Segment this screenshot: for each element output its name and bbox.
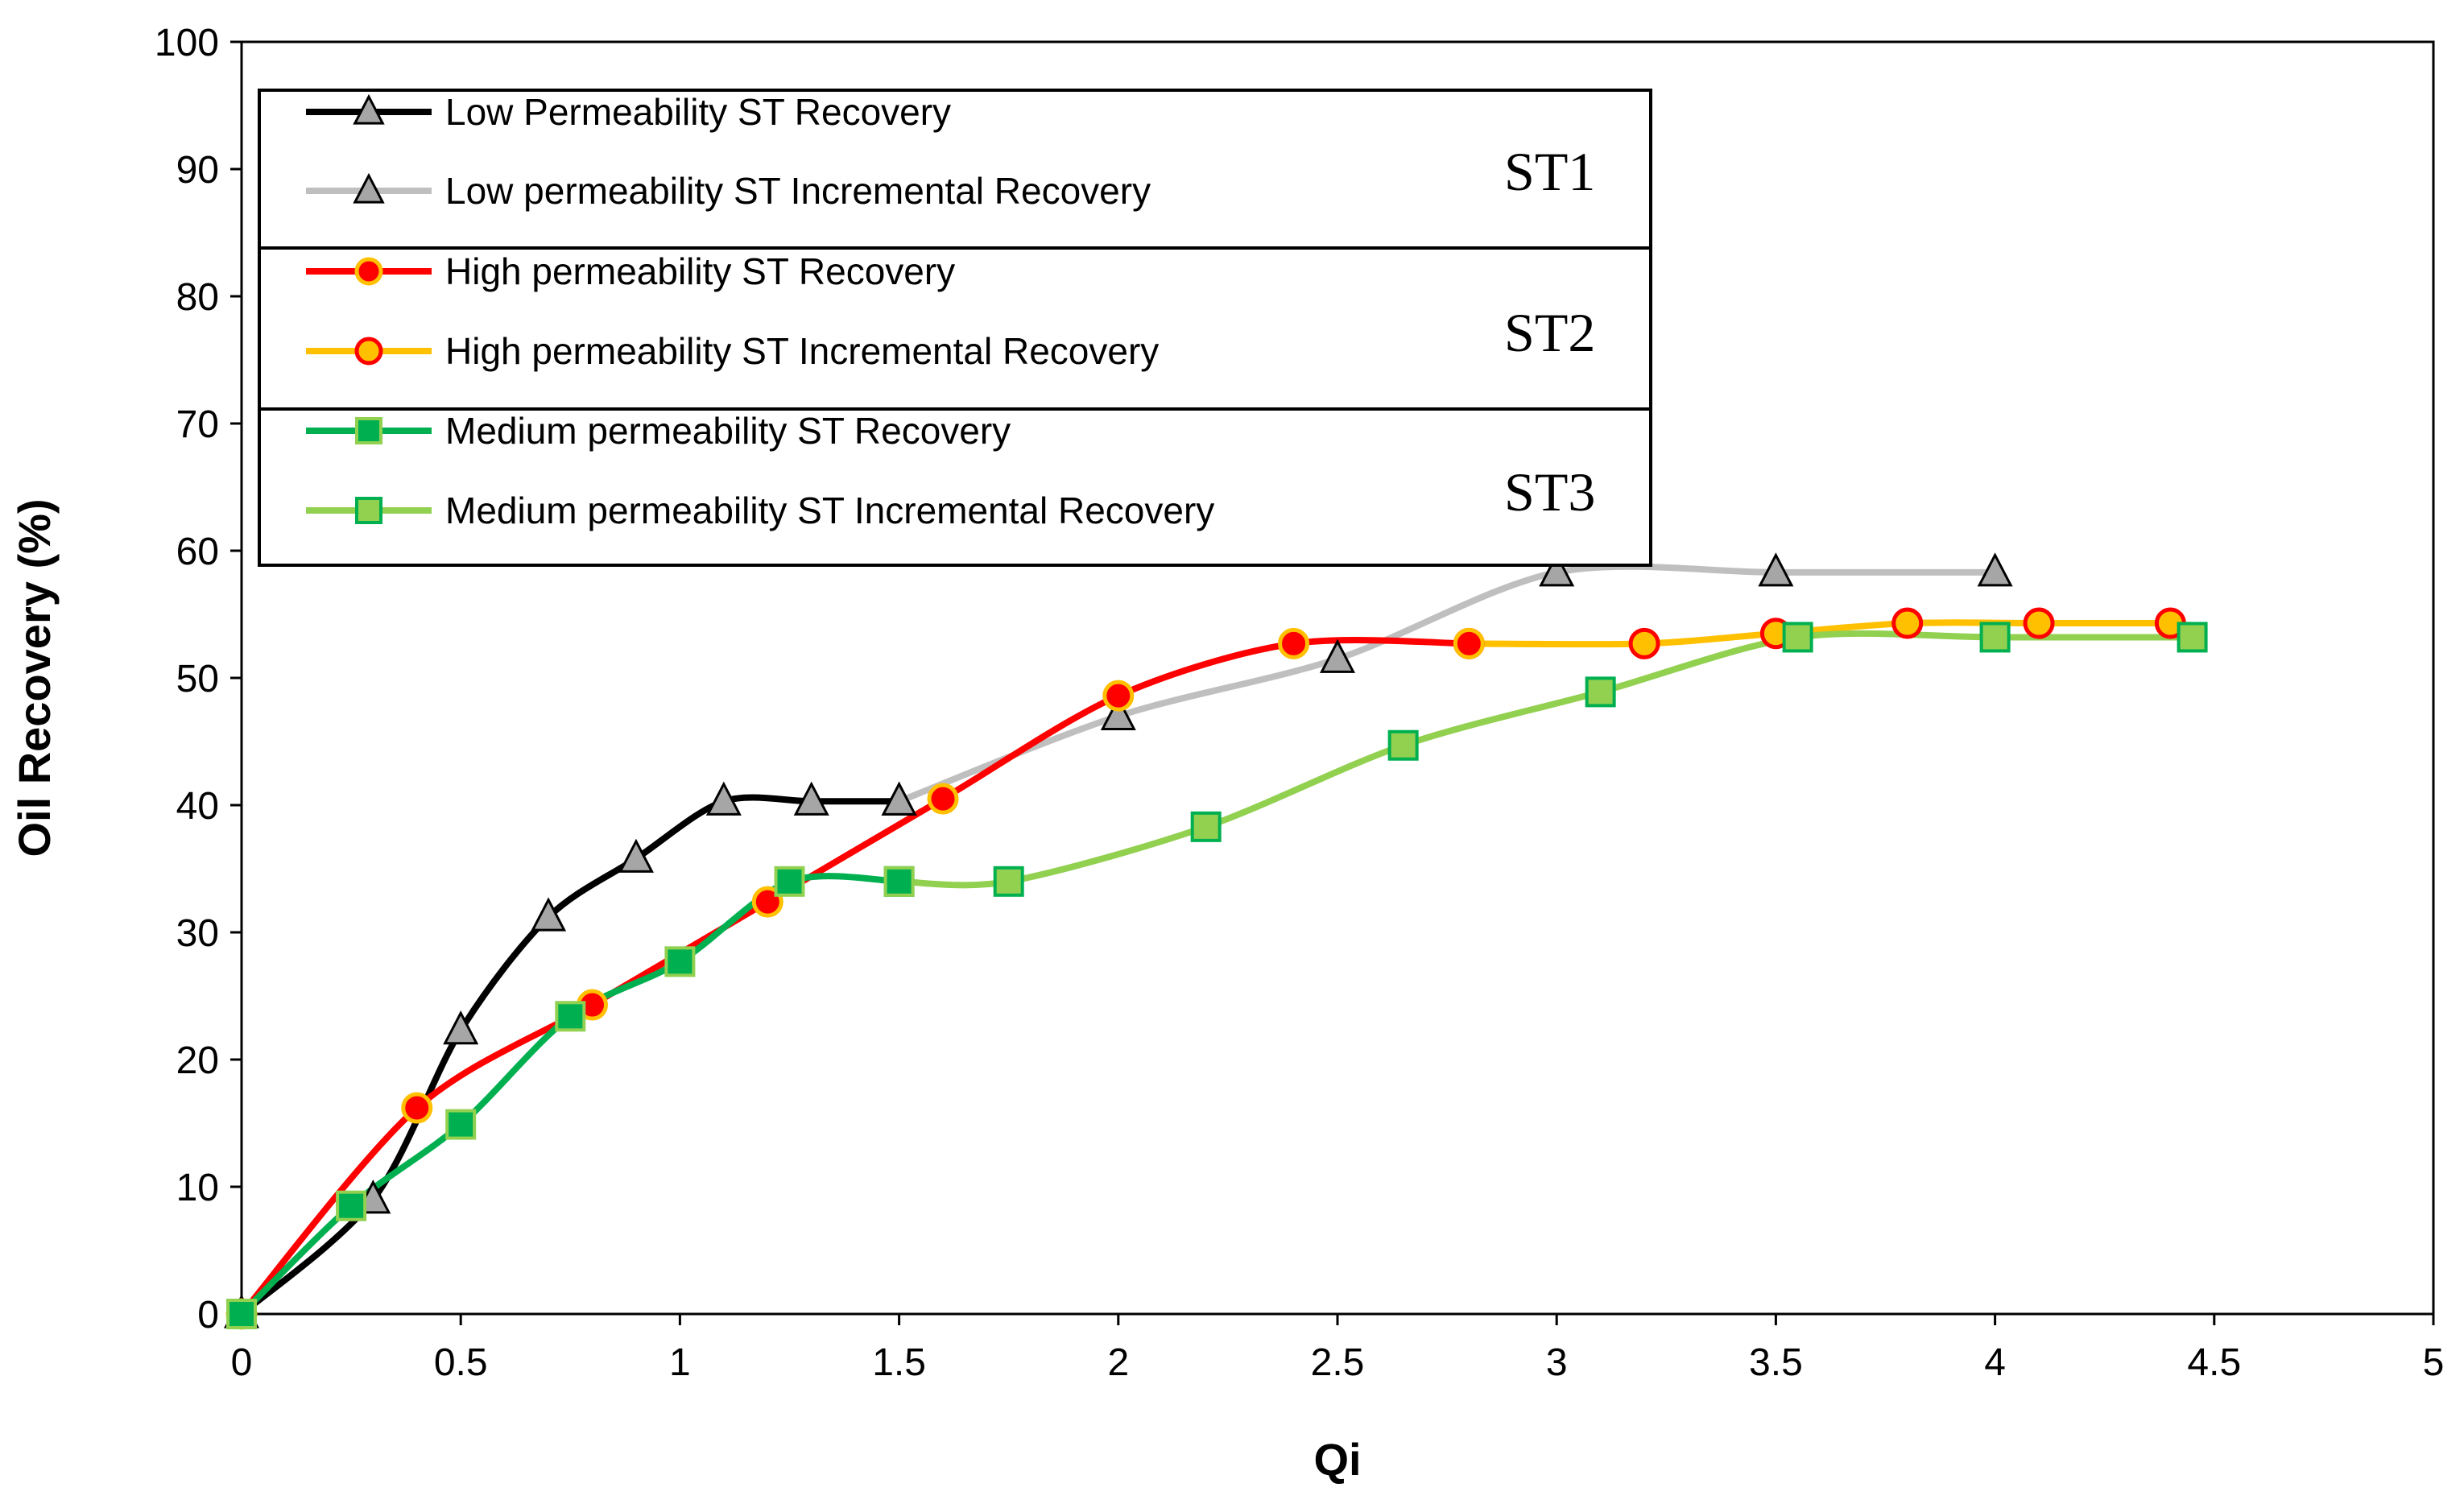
data-point-medium-permeability-st-incremental-recovery <box>2177 622 2208 653</box>
data-point-high-permeability-st-incremental-recovery <box>2023 607 2055 639</box>
legend-box-st3 <box>258 407 1652 567</box>
data-point-high-permeability-st-incremental-recovery <box>1628 627 1660 659</box>
data-point-low-permeability-st-recovery <box>705 781 742 816</box>
series-line-low-permeability-st-incremental-recovery <box>895 563 1999 805</box>
data-point-high-permeability-st-recovery <box>1453 627 1485 659</box>
legend-entry-low-permeability-st-incremental-recovery: Low permeability ST Incremental Recovery <box>306 170 1151 212</box>
data-point-low-permeability-st-recovery <box>793 781 829 816</box>
x-tick-label: 4 <box>1984 1341 2006 1384</box>
legend-label: Low permeability ST Incremental Recovery <box>445 170 1151 212</box>
data-point-medium-permeability-st-incremental-recovery <box>1782 622 1813 653</box>
legend-label: High permeability ST Recovery <box>445 250 955 292</box>
markers-medium-permeability-st-recovery <box>226 866 915 1329</box>
legend-label: Low Permeability ST Recovery <box>445 91 951 133</box>
data-point-low-permeability-st-incremental-recovery <box>1758 552 1794 587</box>
legend-box-st2 <box>258 246 1652 411</box>
y-tick-label: 100 <box>155 22 219 64</box>
data-point-low-permeability-st-incremental-recovery <box>1977 552 2013 587</box>
data-point-low-permeability-st-recovery <box>881 781 917 816</box>
data-point-high-permeability-st-recovery <box>927 783 959 815</box>
legend-group-label-st1: ST1 <box>1504 141 1595 202</box>
x-tick-label: 2.5 <box>1311 1341 1365 1384</box>
data-point-medium-permeability-st-incremental-recovery <box>1190 811 1222 842</box>
legend-entry-high-permeability-st-recovery: High permeability ST Recovery <box>306 250 955 292</box>
x-tick-label: 0 <box>231 1341 253 1384</box>
data-point-medium-permeability-st-incremental-recovery <box>993 866 1024 897</box>
y-tick-label: 50 <box>176 658 219 700</box>
x-tick-label: 5 <box>2423 1341 2445 1384</box>
legend-swatch-marker <box>354 257 383 286</box>
legend-group-label-st2: ST2 <box>1504 302 1595 363</box>
data-point-high-permeability-st-recovery <box>1278 627 1310 659</box>
legend-entry-low-permeability-st-recovery: Low Permeability ST Recovery <box>306 91 951 133</box>
data-point-low-permeability-st-incremental-recovery <box>1100 696 1136 730</box>
data-point-low-permeability-st-recovery <box>443 1010 479 1045</box>
y-tick-label: 90 <box>176 149 219 192</box>
data-point-medium-permeability-st-incremental-recovery <box>1387 729 1419 761</box>
data-point-high-permeability-st-recovery <box>1102 680 1135 712</box>
data-point-medium-permeability-st-incremental-recovery <box>1585 676 1616 708</box>
x-axis-ticks: 0 0.5 1 1.5 2 2.5 3 3.5 4 4.5 5 <box>231 1314 2445 1384</box>
legend-box-st1 <box>258 89 1652 250</box>
data-point-medium-permeability-st-recovery <box>774 866 805 897</box>
data-point-medium-permeability-st-recovery <box>664 946 696 977</box>
data-point-medium-permeability-st-recovery <box>226 1299 257 1329</box>
data-point-low-permeability-st-incremental-recovery <box>1319 638 1356 673</box>
legend-label: High permeability ST Incremental Recover… <box>445 330 1159 372</box>
y-tick-label: 40 <box>176 785 219 828</box>
x-tick-label: 3 <box>1546 1341 1568 1384</box>
data-point-high-permeability-st-incremental-recovery <box>1891 607 1924 639</box>
y-tick-label: 30 <box>176 912 219 955</box>
legend-label: Medium permeability ST Incremental Recov… <box>445 490 1214 531</box>
x-tick-label: 2 <box>1107 1341 1129 1384</box>
series-markers <box>223 552 2208 1330</box>
x-tick-label: 1.5 <box>872 1341 926 1384</box>
series-line-medium-permeability-st-incremental-recovery <box>895 630 2196 889</box>
markers-high-permeability-st-recovery <box>225 627 1485 1330</box>
legend-swatch-marker <box>354 337 383 366</box>
y-axis-title: Oil Recovery (%) <box>9 498 60 857</box>
x-axis-title: Qi <box>1313 1434 1361 1485</box>
y-tick-label: 20 <box>176 1039 219 1082</box>
data-point-low-permeability-st-recovery <box>618 838 654 873</box>
legend-swatch-marker <box>355 417 382 444</box>
y-tick-label: 60 <box>176 531 219 573</box>
y-tick-label: 0 <box>197 1294 219 1337</box>
legend-swatch-marker <box>353 172 385 204</box>
legend-entry-high-permeability-st-incremental-recovery: High permeability ST Incremental Recover… <box>306 330 1159 372</box>
x-tick-label: 0.5 <box>434 1341 488 1384</box>
data-point-high-permeability-st-recovery <box>401 1092 433 1124</box>
data-point-low-permeability-st-recovery <box>531 897 567 932</box>
legend: Low Permeability ST Recovery Low permeabi… <box>258 89 1652 567</box>
legend-swatch-marker <box>355 497 382 524</box>
y-tick-label: 80 <box>176 276 219 319</box>
y-tick-label: 10 <box>176 1167 219 1209</box>
data-point-medium-permeability-st-recovery <box>883 866 915 897</box>
data-point-medium-permeability-st-recovery <box>555 1001 586 1032</box>
x-tick-label: 3.5 <box>1749 1341 1803 1384</box>
x-tick-label: 4.5 <box>2187 1341 2241 1384</box>
y-tick-label: 70 <box>176 403 219 446</box>
legend-entry-medium-permeability-st-incremental-recovery: Medium permeability ST Incremental Recov… <box>306 490 1214 531</box>
legend-swatch-marker <box>353 93 385 125</box>
data-point-medium-permeability-st-incremental-recovery <box>1979 622 2011 653</box>
legend-label: Medium permeability ST Recovery <box>445 410 1011 452</box>
x-tick-label: 1 <box>669 1341 691 1384</box>
legend-entry-medium-permeability-st-recovery: Medium permeability ST Recovery <box>306 410 1011 452</box>
data-point-low-permeability-st-incremental-recovery <box>1539 552 1575 587</box>
data-point-medium-permeability-st-recovery <box>336 1190 367 1221</box>
data-point-medium-permeability-st-recovery <box>445 1109 477 1140</box>
legend-group-label-st3: ST3 <box>1504 461 1595 523</box>
y-axis-ticks: 0 10 20 30 40 50 60 70 80 90 100 <box>155 22 242 1337</box>
